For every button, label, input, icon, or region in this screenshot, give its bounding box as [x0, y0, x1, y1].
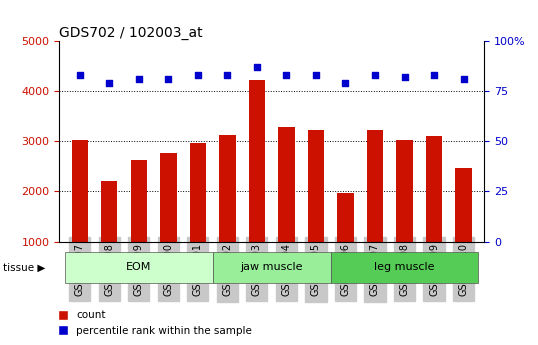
Bar [101, 181, 117, 292]
Point [194, 73, 202, 78]
Point [430, 73, 438, 78]
Bar [249, 80, 265, 292]
Legend: count, percentile rank within the sample: count, percentile rank within the sample [48, 306, 257, 340]
Bar [397, 140, 413, 292]
Point [134, 77, 143, 82]
FancyBboxPatch shape [213, 252, 331, 283]
Text: leg muscle: leg muscle [374, 262, 435, 272]
Point [75, 73, 84, 78]
Point [164, 77, 173, 82]
Bar [278, 127, 295, 292]
Point [223, 73, 232, 78]
Point [459, 77, 468, 82]
Bar [160, 154, 176, 292]
Text: GDS702 / 102003_at: GDS702 / 102003_at [59, 26, 203, 40]
Bar [308, 130, 324, 292]
Text: jaw muscle: jaw muscle [240, 262, 303, 272]
Bar [456, 168, 472, 292]
Point [253, 65, 261, 70]
Point [282, 73, 291, 78]
Text: EOM: EOM [126, 262, 152, 272]
Point [371, 73, 379, 78]
Bar [131, 160, 147, 292]
Bar [220, 135, 236, 292]
Point [341, 81, 350, 86]
Text: tissue ▶: tissue ▶ [3, 263, 45, 272]
Point [312, 73, 320, 78]
Point [105, 81, 114, 86]
Point [400, 75, 409, 80]
Bar [190, 144, 206, 292]
FancyBboxPatch shape [331, 252, 478, 283]
Bar [72, 140, 88, 292]
Bar [337, 194, 353, 292]
FancyBboxPatch shape [65, 252, 213, 283]
Bar [426, 136, 442, 292]
Bar [367, 130, 383, 292]
